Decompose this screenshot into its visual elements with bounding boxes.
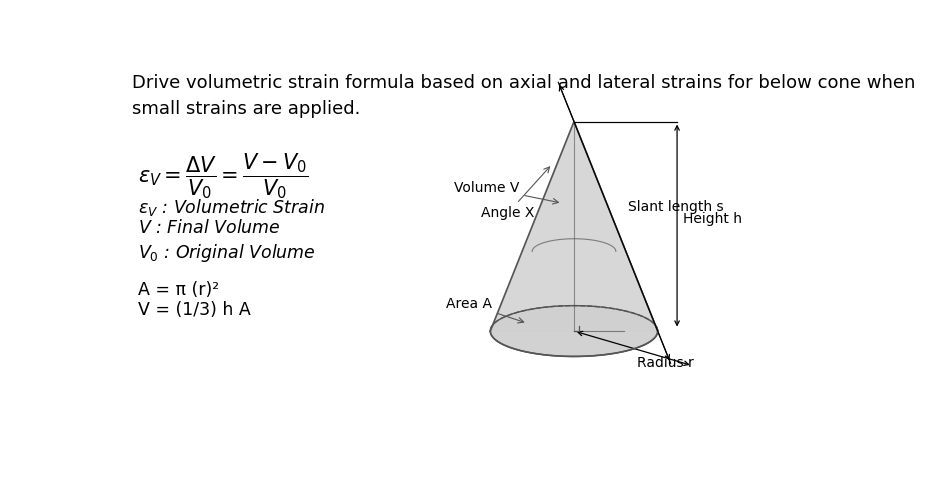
Text: Volume V: Volume V — [454, 181, 559, 204]
Text: $\varepsilon_V$ : Volumetric Strain: $\varepsilon_V$ : Volumetric Strain — [138, 197, 326, 218]
Polygon shape — [490, 306, 658, 356]
Text: $V$ : Final Volume: $V$ : Final Volume — [138, 220, 281, 238]
Text: $\varepsilon_V = \dfrac{\Delta V}{V_0} = \dfrac{V - V_0}{V_0}$: $\varepsilon_V = \dfrac{\Delta V}{V_0} =… — [138, 151, 309, 200]
Text: Height h: Height h — [684, 212, 743, 226]
Text: Radius r: Radius r — [637, 356, 694, 370]
Text: V = (1/3) h A: V = (1/3) h A — [138, 301, 251, 319]
Polygon shape — [490, 122, 658, 331]
Text: A = π (r)²: A = π (r)² — [138, 281, 219, 299]
Text: Area A: Area A — [446, 297, 524, 323]
Text: Drive volumetric strain formula based on axial and lateral strains for below con: Drive volumetric strain formula based on… — [133, 74, 915, 118]
Text: Angle X: Angle X — [481, 167, 549, 220]
Text: Slant length s: Slant length s — [629, 200, 724, 214]
Text: $V_0$ : Original Volume: $V_0$ : Original Volume — [138, 242, 317, 264]
